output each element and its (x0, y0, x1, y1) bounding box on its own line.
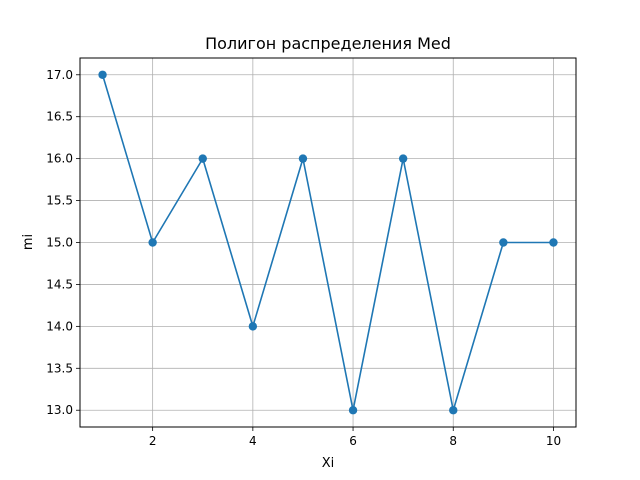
series-line (101, 74, 554, 412)
y-tick-label: 15.0 (46, 236, 73, 250)
x-axis-ticks: 2 4 6 8 10 (149, 427, 561, 448)
data-point (98, 70, 107, 79)
data-point (449, 406, 458, 415)
data-point (298, 154, 308, 163)
data-point (198, 154, 207, 163)
y-axis-ticks: 13.0 13.5 14.0 14.5 15.0 15.5 16.0 16.5 17.0 (46, 68, 80, 417)
data-point (248, 322, 258, 331)
data-point (348, 406, 358, 415)
x-tick-label: 6 (349, 434, 357, 448)
data-point (148, 238, 157, 247)
x-tick-label: 10 (546, 434, 561, 448)
series-group (98, 70, 558, 415)
y-axis-label: mi (21, 234, 36, 250)
data-point (398, 154, 408, 163)
y-tick-label: 14.0 (46, 319, 73, 333)
x-axis-label: Xi (322, 456, 335, 471)
y-tick-label: 14.5 (46, 277, 73, 291)
x-tick-label: 4 (249, 434, 257, 448)
y-tick-label: 16.5 (46, 110, 73, 124)
data-point (549, 238, 558, 247)
y-tick-label: 13.0 (46, 403, 73, 417)
y-tick-label: 16.0 (46, 152, 73, 166)
y-tick-label: 13.5 (46, 361, 73, 375)
x-tick-label: 8 (449, 434, 457, 448)
x-tick-label: 2 (149, 434, 157, 448)
y-tick-label: 17.0 (46, 68, 73, 82)
data-point (499, 238, 508, 247)
y-tick-label: 15.5 (46, 194, 73, 208)
chart-title: Полигон распределения Med (205, 34, 451, 53)
